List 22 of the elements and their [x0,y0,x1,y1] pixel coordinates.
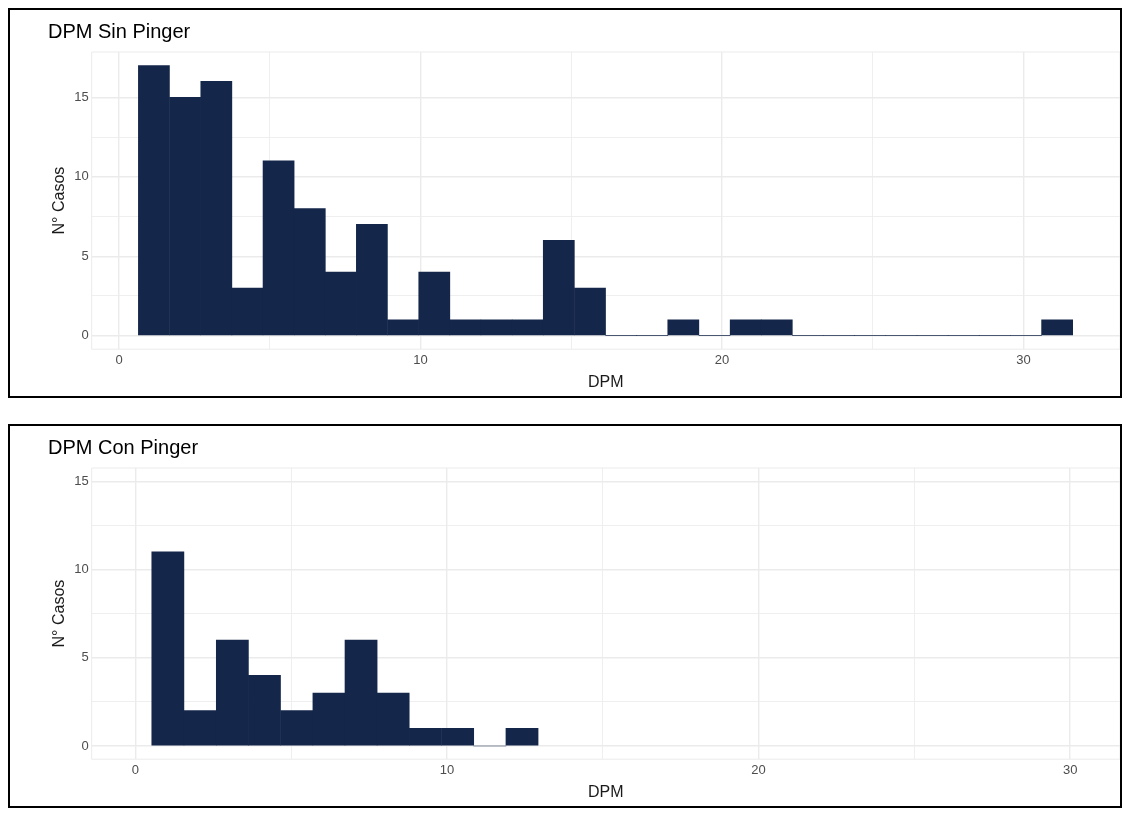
x-tick-label: 10 [439,761,455,777]
y-tick-label: 10 [74,168,89,184]
y-tick-label: 0 [81,737,89,753]
x-tick-label: 30 [1016,351,1031,367]
y-tick-label: 10 [74,561,89,577]
x-tick-label: 20 [751,761,766,777]
x-tick-label: 10 [413,351,428,367]
x-tick-label: 20 [714,351,730,367]
x-tick-label: 0 [115,351,123,367]
chart-title: DPM Sin Pinger [48,19,191,42]
y-tick-label: 5 [81,247,89,263]
x-axis-title: DPM [588,782,624,800]
x-tick-label: 0 [131,761,139,777]
x-tick-label: 30 [1062,761,1078,777]
y-tick-label: 0 [81,327,89,343]
y-tick-label: 15 [74,472,89,488]
x-axis-title: DPM [588,372,624,390]
y-tick-label: 15 [74,88,89,104]
y-tick-label: 5 [81,649,89,665]
chart-title: DPM Con Pinger [48,435,199,458]
y-axis-title: N° Casos [50,579,68,648]
y-axis-title: N° Casos [50,166,68,235]
